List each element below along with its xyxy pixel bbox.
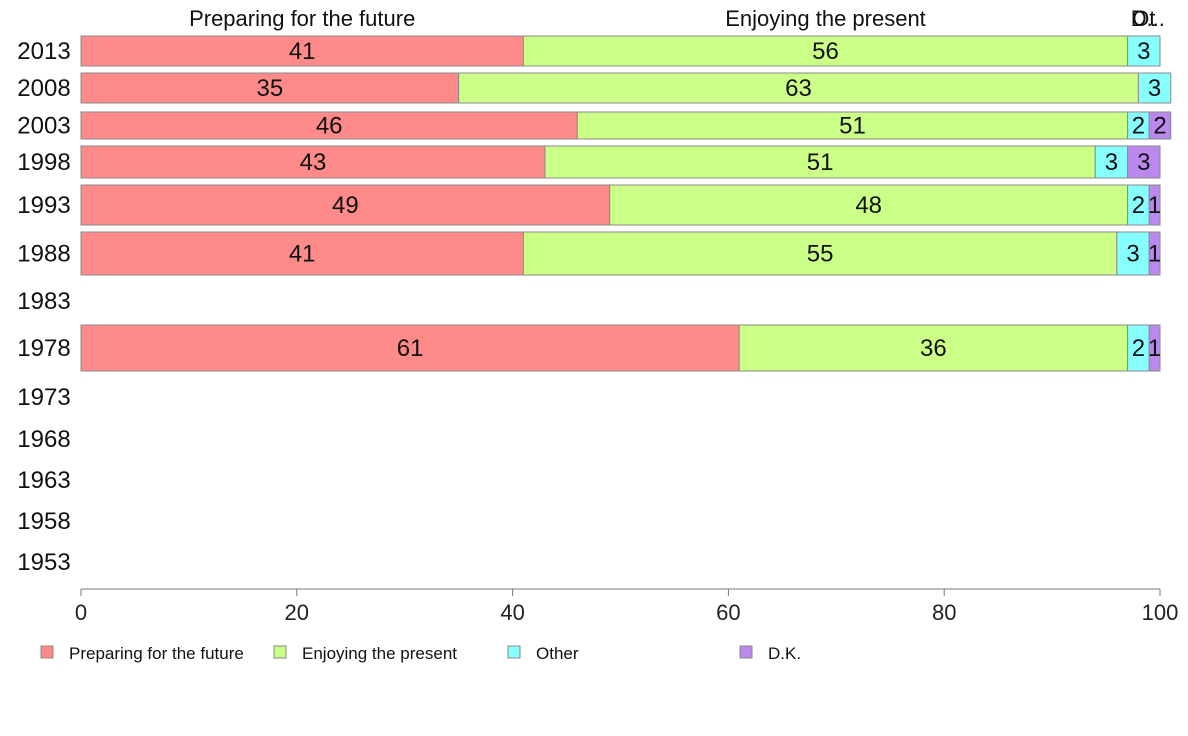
year-label: 1988 (17, 241, 70, 268)
value-label: 2 (1132, 192, 1145, 219)
year-label: 2008 (17, 75, 70, 102)
x-tick-label: 100 (1142, 600, 1179, 625)
bar-segment (522, 35, 1129, 67)
value-label: 49 (332, 192, 359, 219)
value-label: 46 (316, 113, 343, 140)
value-label: 1 (1148, 335, 1161, 362)
value-label: 51 (807, 149, 834, 176)
bar-segment (1148, 111, 1172, 140)
value-label: 3 (1137, 38, 1150, 65)
bar-segment (1127, 145, 1161, 179)
legend-label: Other (536, 644, 579, 663)
legend-label: Preparing for the future (69, 644, 244, 663)
x-axis: 0 20 40 60 80 100 (75, 588, 1179, 625)
row-1953: 1953 (17, 549, 70, 576)
value-label: 2 (1132, 335, 1145, 362)
bar-segment (738, 324, 1129, 372)
year-label: 2013 (17, 38, 70, 65)
year-label: 1973 (17, 384, 70, 411)
bar-segment (1148, 324, 1161, 372)
legend-label: Enjoying the present (302, 644, 457, 663)
bar-segment (80, 231, 524, 276)
row-1958: 1958 (17, 508, 70, 535)
column-header-3: D... (1131, 6, 1165, 31)
row-2008: 2008 35 63 3 (17, 72, 1172, 104)
legend-item: Other (507, 644, 579, 663)
legend-label: D.K. (768, 644, 801, 663)
bar-segment (1127, 35, 1161, 67)
value-label: 3 (1137, 149, 1150, 176)
year-label: 1968 (17, 426, 70, 453)
bar-segment (544, 145, 1096, 179)
bar-segment (80, 324, 740, 372)
value-label: 61 (397, 335, 424, 362)
row-2003: 2003 46 51 2 2 (17, 111, 1172, 140)
value-label: 3 (1148, 75, 1161, 102)
legend-swatch (507, 645, 521, 659)
value-label: 56 (812, 38, 839, 65)
row-1983: 1983 (17, 288, 70, 315)
bar-segment (1148, 184, 1161, 226)
bar-segment (1094, 145, 1129, 179)
bar-segment (576, 111, 1129, 140)
row-1973: 1973 (17, 384, 70, 411)
legend-item: Preparing for the future (40, 644, 244, 663)
legend-swatch (273, 645, 287, 659)
legend-swatch (40, 645, 54, 659)
column-header-0: Preparing for the future (189, 6, 415, 31)
legend-swatch (739, 645, 753, 659)
value-label: 63 (785, 75, 812, 102)
row-1968: 1968 (17, 426, 70, 453)
year-label: 1993 (17, 192, 70, 219)
row-1988: 1988 41 55 3 1 (17, 231, 1161, 276)
year-label: 1953 (17, 549, 70, 576)
value-label: 43 (300, 149, 327, 176)
row-1978: 1978 61 36 2 1 (17, 324, 1161, 372)
legend-item: Enjoying the present (273, 644, 457, 663)
year-label: 2003 (17, 113, 70, 140)
bar-segment (80, 184, 611, 226)
row-2013: 2013 41 56 3 (17, 35, 1161, 67)
value-label: 48 (855, 192, 882, 219)
bar-segment (80, 111, 578, 140)
bar-segment (1148, 231, 1161, 276)
value-label: 41 (289, 241, 316, 268)
value-label: 3 (1126, 241, 1139, 268)
year-label: 1998 (17, 149, 70, 176)
column-header-2: Ot (1132, 6, 1155, 31)
value-label: 3 (1105, 149, 1118, 176)
value-label: 1 (1148, 192, 1161, 219)
value-label: 2 (1153, 113, 1166, 140)
legend: Preparing for the future Enjoying the pre… (40, 644, 801, 663)
value-label: 55 (807, 241, 834, 268)
bar-segment (1137, 72, 1172, 104)
value-label: 1 (1148, 241, 1161, 268)
value-label: 36 (920, 335, 947, 362)
column-header-1: Enjoying the present (725, 6, 926, 31)
row-1998: 1998 43 51 3 3 (17, 145, 1161, 179)
x-tick-label: 0 (75, 600, 87, 625)
year-label: 1963 (17, 467, 70, 494)
year-label: 1958 (17, 508, 70, 535)
x-tick-label: 80 (932, 600, 956, 625)
bar-segment (522, 231, 1118, 276)
x-tick-label: 60 (716, 600, 740, 625)
bar-segment (609, 184, 1129, 226)
x-tick-label: 40 (500, 600, 524, 625)
year-label: 1978 (17, 335, 70, 362)
value-label: 51 (839, 113, 866, 140)
value-label: 2 (1132, 113, 1145, 140)
value-label: 41 (289, 38, 316, 65)
row-1963: 1963 (17, 467, 70, 494)
bar-segment (1116, 231, 1150, 276)
value-label: 35 (256, 75, 283, 102)
legend-item: D.K. (739, 644, 801, 663)
x-tick-label: 20 (285, 600, 309, 625)
column-headers: Preparing for the future Enjoying the pre… (189, 6, 1165, 31)
year-label: 1983 (17, 288, 70, 315)
bar-segment (458, 72, 1139, 104)
row-1993: 1993 49 48 2 1 (17, 184, 1161, 226)
